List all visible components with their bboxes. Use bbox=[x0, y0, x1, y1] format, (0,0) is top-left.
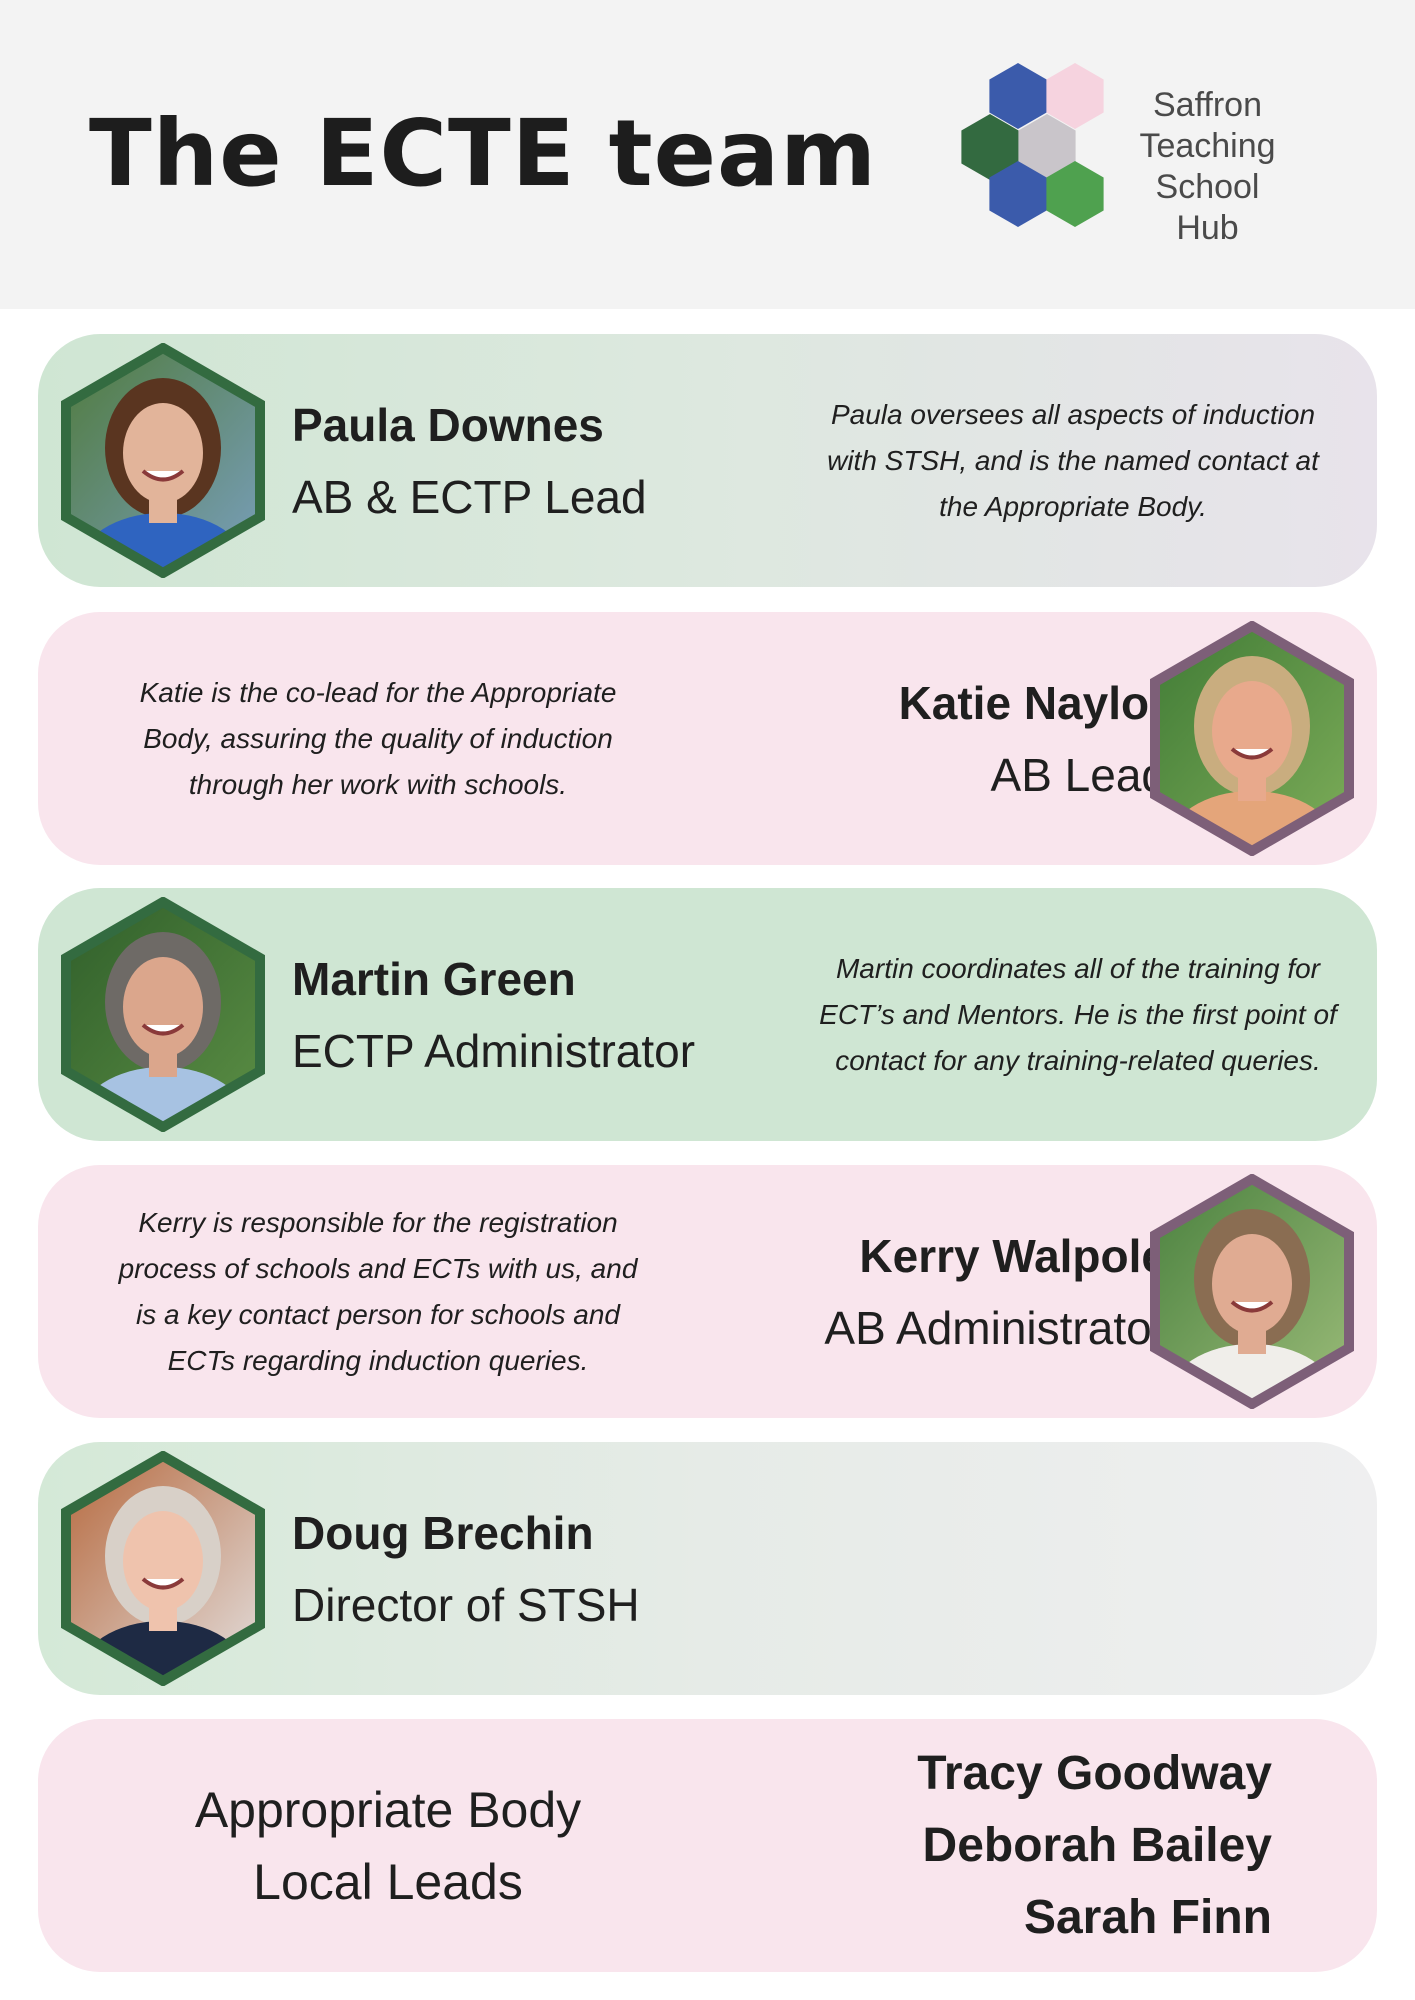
logo-line: Saffron bbox=[1152, 86, 1262, 124]
description-text: Katie is the co-lead for the Appropriate… bbox=[139, 676, 617, 800]
logo-line: Teaching School bbox=[1139, 127, 1276, 206]
logo-hexagon bbox=[989, 161, 1047, 227]
person-role: ECTP Administrator bbox=[292, 1024, 696, 1077]
person-description: Katie is the co-lead for the Appropriate… bbox=[108, 612, 648, 865]
logo-hexagon bbox=[961, 114, 1019, 180]
person-info: Martin Green ECTP Administrator bbox=[292, 888, 695, 1141]
person-info: Paula Downes AB & ECTP Lead bbox=[292, 334, 647, 587]
lead-name: Tracy Goodway bbox=[917, 1746, 1272, 1800]
person-role: AB & ECTP Lead bbox=[292, 470, 647, 523]
portrait-photo bbox=[61, 343, 265, 578]
person-role: Director of STSH bbox=[292, 1578, 640, 1631]
logo-text: Saffron Teaching School Hub bbox=[1085, 85, 1330, 249]
logo-hexagon bbox=[1018, 114, 1076, 180]
header: The ECTE team Saffron Teaching School Hu… bbox=[0, 0, 1415, 309]
label-line: Local Leads bbox=[253, 1853, 523, 1910]
description-text: Paula oversees all aspects of induction … bbox=[827, 398, 1319, 522]
saffron-hub-logo bbox=[961, 63, 1104, 227]
person-name: Paula Downes bbox=[292, 398, 604, 451]
logo-hexagon bbox=[1046, 63, 1104, 129]
person-role: AB Lead bbox=[990, 748, 1167, 801]
person-info: Doug Brechin Director of STSH bbox=[292, 1442, 640, 1695]
logo-hexagon bbox=[1046, 161, 1104, 227]
local-leads-names: Tracy Goodway Deborah Bailey Sarah Finn bbox=[917, 1719, 1272, 1972]
person-info: Kerry Walpole AB Administrator bbox=[824, 1165, 1167, 1418]
team-card-katie: Katie is the co-lead for the Appropriate… bbox=[38, 612, 1377, 865]
label-line: Appropriate Body bbox=[194, 1781, 582, 1838]
logo-line: Hub bbox=[1176, 209, 1239, 247]
portrait-photo bbox=[1150, 1174, 1354, 1409]
description-text: Kerry is responsible for the registratio… bbox=[118, 1206, 638, 1376]
team-card-paula: Paula Downes AB & ECTP Lead Paula overse… bbox=[38, 334, 1377, 587]
local-leads-label: Appropriate Body Local Leads bbox=[128, 1719, 648, 1972]
portrait-photo bbox=[61, 1451, 265, 1686]
team-card-kerry: Kerry is responsible for the registratio… bbox=[38, 1165, 1377, 1418]
person-name: Martin Green bbox=[292, 952, 576, 1005]
logo-hexagon bbox=[989, 63, 1047, 129]
team-card-doug: Doug Brechin Director of STSH bbox=[38, 1442, 1377, 1695]
person-description: Kerry is responsible for the registratio… bbox=[108, 1165, 648, 1418]
person-description: Martin coordinates all of the training f… bbox=[808, 888, 1348, 1141]
page-title: The ECTE team bbox=[89, 100, 877, 207]
portrait-photo bbox=[1150, 621, 1354, 856]
team-card-martin: Martin Green ECTP Administrator Martin c… bbox=[38, 888, 1377, 1141]
person-name: Doug Brechin bbox=[292, 1506, 594, 1559]
person-role: AB Administrator bbox=[824, 1301, 1167, 1354]
description-text: Martin coordinates all of the training f… bbox=[819, 952, 1337, 1076]
person-description: Paula oversees all aspects of induction … bbox=[803, 334, 1343, 587]
person-name: Kerry Walpole bbox=[859, 1229, 1167, 1282]
lead-name: Sarah Finn bbox=[1023, 1890, 1272, 1944]
person-name: Katie Naylor bbox=[898, 676, 1167, 729]
portrait-photo bbox=[61, 897, 265, 1132]
person-info: Katie Naylor AB Lead bbox=[899, 612, 1167, 865]
lead-name: Deborah Bailey bbox=[922, 1818, 1272, 1872]
local-leads-card: Appropriate Body Local Leads Tracy Goodw… bbox=[38, 1719, 1377, 1972]
